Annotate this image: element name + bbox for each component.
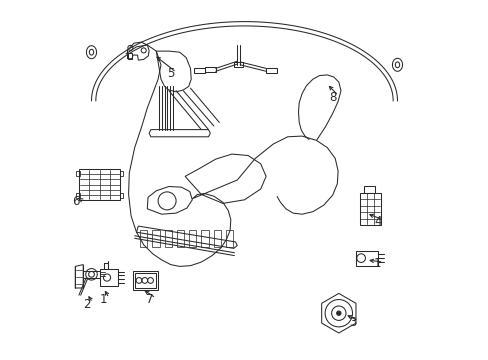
- Text: 1: 1: [100, 293, 107, 306]
- Bar: [201, 230, 208, 247]
- Bar: [189, 230, 196, 247]
- Text: 4: 4: [373, 215, 381, 228]
- Text: 8: 8: [328, 91, 336, 104]
- Text: 3: 3: [348, 316, 355, 329]
- Bar: [213, 230, 220, 247]
- Bar: [194, 68, 204, 73]
- Bar: [79, 169, 120, 200]
- Bar: [359, 193, 380, 225]
- Circle shape: [336, 311, 340, 315]
- Bar: [120, 171, 123, 176]
- Text: 1: 1: [373, 257, 381, 270]
- Text: 5: 5: [167, 67, 174, 80]
- Text: 6: 6: [72, 195, 80, 208]
- Bar: [140, 230, 147, 247]
- Bar: [152, 230, 159, 247]
- Text: 2: 2: [83, 298, 90, 311]
- Bar: [164, 230, 171, 247]
- Bar: [120, 193, 123, 198]
- Bar: [234, 62, 243, 67]
- Bar: [265, 68, 276, 73]
- Bar: [76, 193, 80, 198]
- Bar: [177, 230, 183, 247]
- Bar: [76, 171, 80, 176]
- Bar: [363, 186, 374, 193]
- Bar: [225, 230, 232, 247]
- Text: 7: 7: [146, 293, 154, 306]
- Bar: [204, 67, 215, 72]
- Bar: [355, 251, 377, 266]
